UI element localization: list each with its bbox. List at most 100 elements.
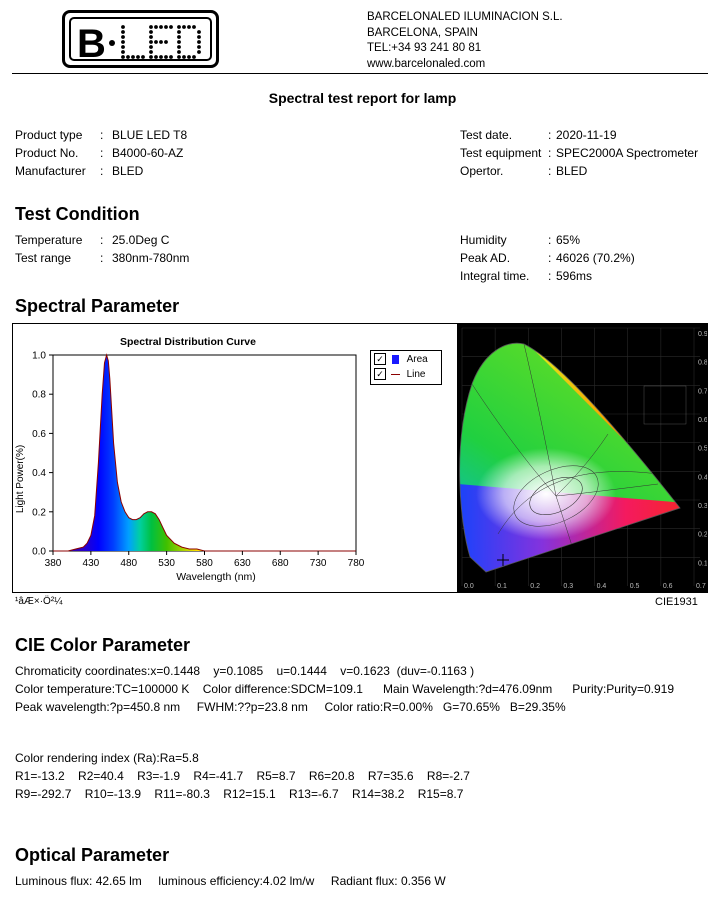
logo-dot bbox=[164, 55, 168, 59]
logo-dot bbox=[177, 35, 181, 39]
x-tick-label: 430 bbox=[83, 558, 100, 569]
header-divider bbox=[12, 73, 708, 74]
logo-dot bbox=[159, 40, 163, 44]
logo-dot bbox=[121, 35, 125, 39]
test-equipment-row: Test equipment: SPEC2000A Spectrometer bbox=[460, 146, 699, 160]
logo-dot bbox=[177, 55, 181, 59]
logo-dot bbox=[177, 30, 181, 34]
x-tick-label: 580 bbox=[196, 558, 213, 569]
cie-x-tick-label: 0.5 bbox=[630, 583, 640, 590]
company-info: BARCELONALED ILUMINACION S.L. BARCELONA,… bbox=[367, 10, 563, 72]
operator-row: Opertor.: BLED bbox=[460, 164, 588, 178]
cie-axis-ticks: 0.0 0.1 0.2 0.3 0.4 0.5 0.6 0.7 0.9 0.8 0.7 0.6 0.5 0… bbox=[464, 331, 707, 590]
x-tick-label: 730 bbox=[310, 558, 327, 569]
spectrum-line bbox=[53, 353, 356, 552]
ra-line: Color rendering index (Ra):Ra=5.8 bbox=[15, 751, 199, 765]
x-tick-label: 380 bbox=[45, 558, 62, 569]
cie-y-tick-label: 0.8 bbox=[698, 360, 707, 367]
color-rendering-params: Color rendering index (Ra):Ra=5.8 R1=-13… bbox=[15, 749, 470, 803]
chromaticity-line: Chromaticity coordinates:x=0.1448 y=0.10… bbox=[15, 664, 475, 678]
optical-params: Luminous flux: 42.65 lm luminous efficie… bbox=[15, 874, 446, 888]
peak-ad-label: Peak AD. bbox=[460, 251, 511, 265]
humidity-row: Humidity:65% bbox=[460, 233, 581, 247]
cie-x-tick-label: 0.2 bbox=[530, 583, 540, 590]
logo-dot bbox=[169, 25, 173, 29]
test-equipment-label: Test equipment bbox=[460, 146, 542, 160]
logo-dot bbox=[192, 55, 196, 59]
checkbox-icon[interactable]: ✓ bbox=[374, 353, 386, 365]
optical-heading: Optical Parameter bbox=[15, 845, 170, 865]
spectral-distribution-chart: Spectral Distribution Curve 380 430 480 530… bbox=[15, 336, 365, 583]
x-tick-label: 780 bbox=[348, 558, 365, 569]
cie-y-tick-label: 0.5 bbox=[698, 446, 707, 453]
cie-x-tick-label: 0.6 bbox=[663, 583, 673, 590]
test-date-row: Test date.:2020-11-19 bbox=[460, 128, 617, 142]
test-equipment-value: SPEC2000A Spectrometer bbox=[556, 146, 699, 160]
y-tick-label: 0.6 bbox=[32, 429, 46, 440]
company-name: BARCELONALED ILUMINACION S.L. bbox=[367, 11, 563, 23]
plot-area: 380 430 480 530 580 630 680 730 780 0.0 0.2 0.4 0.6 0… bbox=[32, 351, 365, 570]
spectrum-area bbox=[53, 355, 356, 551]
product-no-value: B4000-60-AZ bbox=[112, 146, 184, 160]
cie-info-box bbox=[643, 385, 687, 425]
logo-dot bbox=[121, 55, 125, 59]
product-type-row: Product type: BLUE LED T8 bbox=[15, 128, 188, 142]
integral-time-row: Integral time.:596ms bbox=[460, 269, 593, 283]
cie-color-heading: CIE Color Parameter bbox=[15, 635, 191, 655]
logo-dot bbox=[177, 40, 181, 44]
temperature-row: Temperature:25.0Deg C bbox=[15, 233, 170, 247]
logo-lettering: B bbox=[77, 22, 201, 65]
y-tick-label: 0.4 bbox=[32, 468, 46, 479]
company-logo: B bbox=[62, 10, 219, 68]
peak-wavelength-line: Peak wavelength:?p=450.8 nm FWHM:??p=23.… bbox=[15, 700, 566, 714]
test-range-label: Test range bbox=[15, 251, 72, 265]
logo-dot bbox=[149, 55, 153, 59]
logo-dot bbox=[149, 40, 153, 44]
logo-frame: B bbox=[69, 17, 212, 65]
operator-label: Opertor. bbox=[460, 164, 504, 178]
line-swatch-icon bbox=[390, 373, 400, 375]
logo-dot bbox=[187, 55, 191, 59]
logo-dot bbox=[149, 50, 153, 54]
logo-dot bbox=[197, 45, 201, 49]
r1-r8-line: R1=-13.2 R2=40.4 R3=-1.9 R4=-41.7 R5=8.7… bbox=[15, 769, 470, 783]
peak-ad-value: 46026 (70.2%) bbox=[556, 251, 635, 265]
logo-dot bbox=[126, 55, 130, 59]
logo-dot bbox=[192, 25, 196, 29]
test-date-label: Test date. bbox=[460, 128, 513, 142]
x-tick-label: 630 bbox=[234, 558, 251, 569]
product-type-label: Product type bbox=[15, 128, 83, 142]
test-condition-heading: Test Condition bbox=[15, 204, 140, 224]
y-tick-label: 0.2 bbox=[32, 507, 46, 518]
logo-dot bbox=[197, 40, 201, 44]
humidity-value: 65% bbox=[556, 233, 581, 247]
logo-dot bbox=[197, 30, 201, 34]
logo-dot bbox=[136, 55, 140, 59]
logo-dot bbox=[182, 55, 186, 59]
logo-dot bbox=[149, 45, 153, 49]
cie-x-tick-label: 0.7 bbox=[696, 583, 706, 590]
humidity-label: Humidity bbox=[460, 233, 507, 247]
legend-area-item[interactable]: ✓ Area bbox=[374, 353, 428, 367]
y-tick-label: 0.0 bbox=[32, 547, 46, 558]
logo-dot bbox=[197, 35, 201, 39]
logo-dot bbox=[131, 55, 135, 59]
integral-time-value: 596ms bbox=[556, 269, 593, 283]
y-axis-label: Light Power(%) bbox=[15, 445, 26, 513]
logo-dot bbox=[164, 25, 168, 29]
logo-dot bbox=[197, 50, 201, 54]
y-tick-label: 0.8 bbox=[32, 390, 46, 401]
cie-y-tick-label: 0.6 bbox=[698, 417, 707, 424]
product-type-value: BLUE LED T8 bbox=[112, 128, 188, 142]
checkbox-icon[interactable]: ✓ bbox=[374, 368, 386, 380]
temperature-label: Temperature bbox=[15, 233, 83, 247]
logo-dot bbox=[187, 25, 191, 29]
logo-dot bbox=[177, 25, 181, 29]
company-city: BARCELONA, SPAIN bbox=[367, 26, 478, 39]
legend-line-item[interactable]: ✓ Line bbox=[374, 368, 425, 382]
logo-dot bbox=[149, 30, 153, 34]
company-phone: TEL:+34 93 241 80 81 bbox=[367, 42, 482, 54]
logo-dot bbox=[154, 40, 158, 44]
cie-y-tick-label: 0.7 bbox=[698, 388, 707, 395]
spectral-locus bbox=[459, 342, 681, 573]
